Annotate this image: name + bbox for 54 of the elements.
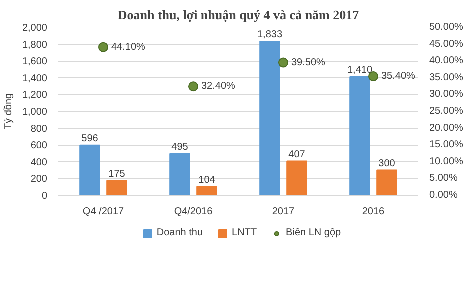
bar	[350, 76, 370, 196]
y2-tick-label: 5.00%	[430, 173, 458, 184]
data-label: 44.10%	[112, 42, 146, 53]
data-label: 300	[378, 158, 396, 170]
legend-label: LNTT	[232, 228, 258, 238]
bar	[376, 170, 398, 196]
y2-tick-label: 20.00%	[430, 122, 464, 134]
x-tick-label: Q4 /2017	[82, 206, 125, 218]
y2-tick-label: 10.00%	[430, 156, 464, 168]
bar	[170, 153, 190, 196]
bar	[260, 41, 280, 196]
y2-tick-label: 15.00%	[430, 140, 464, 151]
bar	[106, 180, 128, 196]
y2-tick-label: 0.00%	[430, 190, 458, 201]
data-label: 32.40%	[202, 81, 236, 92]
y-tick-label: 1,800	[22, 40, 48, 51]
x-tick-label: 2017	[272, 206, 296, 218]
y-tick-label: 400	[30, 157, 48, 168]
data-label: 35.40%	[382, 71, 416, 82]
y2-tick-label: 35.00%	[430, 72, 464, 84]
bar	[80, 144, 100, 196]
data-label: 175	[108, 168, 126, 180]
data-label: 104	[198, 174, 216, 186]
data-label: 407	[288, 149, 306, 160]
y-tick-label: 200	[30, 174, 48, 186]
point	[98, 42, 108, 52]
bar	[196, 186, 218, 196]
y2-tick-label: 30.00%	[430, 89, 464, 100]
y-tick-label: 2,000	[22, 23, 48, 34]
legend-label: Doanh thu	[156, 228, 204, 238]
y-tick-label: 1,000	[22, 107, 48, 118]
data-label: 495	[172, 142, 189, 153]
data-label: 39.50%	[292, 57, 326, 68]
y-axis-title: Tỷ đồng	[3, 93, 14, 130]
x-tick-label: 2016	[362, 206, 386, 218]
point	[278, 58, 288, 68]
data-label: 1,410	[347, 65, 373, 76]
x-tick-label: Q4/2016	[174, 206, 214, 218]
legend-label: Biên LN gộp	[286, 228, 342, 238]
y-tick-label: 800	[30, 124, 48, 135]
data-label: 596	[82, 133, 99, 144]
point	[188, 82, 198, 92]
y2-tick-label: 50.00%	[430, 22, 464, 33]
bar	[286, 160, 308, 196]
y2-tick-label: 25.00%	[430, 106, 464, 117]
y-tick-label: 1,200	[22, 90, 48, 102]
y-tick-label: 600	[30, 140, 48, 152]
y-tick-label: 1,600	[22, 56, 48, 68]
y-tick-label: 1,400	[22, 73, 48, 84]
y-tick-label: 0	[42, 191, 48, 202]
y2-tick-label: 45.00%	[430, 38, 464, 50]
data-label: 1,833	[257, 30, 283, 41]
chart-title: Doanh thu, lợi nhuận quý 4 và cả năm 2017	[118, 8, 360, 22]
y2-tick-label: 40.00%	[430, 56, 464, 67]
